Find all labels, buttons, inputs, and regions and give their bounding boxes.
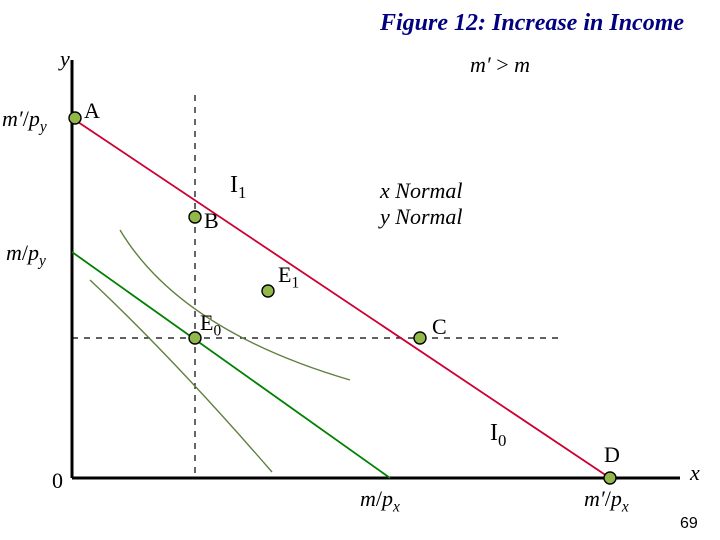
- x-axis-label: x: [690, 460, 700, 486]
- label-d: D: [604, 442, 620, 468]
- origin-label: 0: [52, 468, 63, 494]
- label-e0: E0: [200, 310, 221, 340]
- point-a: [69, 112, 81, 124]
- condition-label: m′ > m: [470, 52, 530, 78]
- figure-title: Figure 12: Increase in Income: [380, 10, 684, 37]
- label-c: C: [432, 314, 447, 340]
- x-intercept-new-label: m′/px: [584, 486, 629, 516]
- label-b: B: [204, 208, 219, 234]
- point-d: [604, 472, 616, 484]
- budget-line-old: [72, 252, 390, 478]
- slide-number: 69: [680, 515, 698, 533]
- x-intercept-old-label: m/px: [360, 486, 400, 516]
- label-e1: E1: [278, 262, 299, 292]
- label-i0: I0: [490, 420, 506, 451]
- indiff-curve-i1: [120, 230, 350, 380]
- label-a: A: [84, 98, 100, 124]
- normal-note: x Normal y Normal: [380, 178, 463, 231]
- label-i1: I1: [230, 172, 246, 203]
- budget-line-new: [72, 118, 610, 478]
- y-intercept-old-label: m/py: [6, 240, 46, 270]
- point-e1: [262, 285, 274, 297]
- indiff-curve-i0: [90, 280, 272, 472]
- y-intercept-new-label: m′/py: [2, 106, 47, 136]
- point-b: [189, 211, 201, 223]
- point-c: [414, 332, 426, 344]
- y-axis-label: y: [60, 46, 70, 72]
